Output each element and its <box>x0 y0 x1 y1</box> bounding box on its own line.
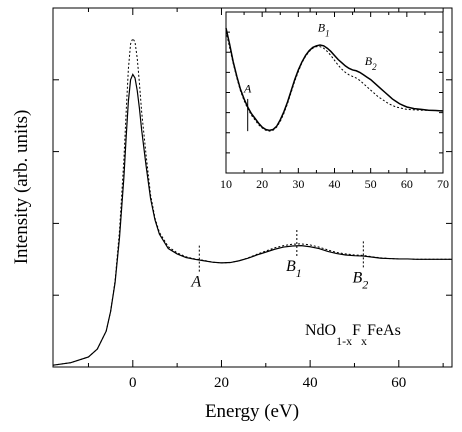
x-axis-label: Energy (eV) <box>205 401 299 422</box>
main-series <box>52 37 452 366</box>
inset-x-tick-label: 10 <box>220 177 232 191</box>
main-x-tick-label: 20 <box>214 375 229 391</box>
main-x-tick-label: 40 <box>303 375 318 391</box>
main-x-tick-label: 60 <box>391 375 406 391</box>
main-x-tick-label: 0 <box>129 375 137 391</box>
compound-annotation: NdO1-xFxFeAs <box>305 322 401 348</box>
inset-marker-label: B1 <box>318 20 330 38</box>
inset-marker-label: B2 <box>365 54 377 72</box>
inset-x-tick-label: 30 <box>292 177 304 191</box>
inset-marker-label: A <box>243 82 252 96</box>
inset-x-tick-label: 60 <box>401 177 413 191</box>
inset-series-line-dotted <box>225 31 444 132</box>
inset-x-tick-label: 40 <box>329 177 341 191</box>
inset-x-tick-label: 20 <box>256 177 268 191</box>
inset-series <box>225 27 444 132</box>
inset-markers: A B1 B2 <box>243 20 377 132</box>
inset-ticks: 10 20 30 40 50 60 70 <box>220 12 449 191</box>
inset-series-line-solid <box>225 27 444 132</box>
main-marker-label: B1 <box>286 258 302 280</box>
main-marker-label: A <box>190 274 201 291</box>
main-marker-label: B2 <box>352 269 368 291</box>
main-markers: A B1 B2 <box>190 230 368 291</box>
main-series-line-dotted <box>52 37 452 366</box>
inset-x-tick-label: 50 <box>365 177 377 191</box>
inset-frame <box>225 11 444 174</box>
y-axis-label: Intensity (arb. units) <box>11 110 32 265</box>
main-ticks: 0 20 40 60 <box>53 8 452 391</box>
inset-x-tick-label: 70 <box>437 177 449 191</box>
main-plot-frame <box>52 7 453 368</box>
